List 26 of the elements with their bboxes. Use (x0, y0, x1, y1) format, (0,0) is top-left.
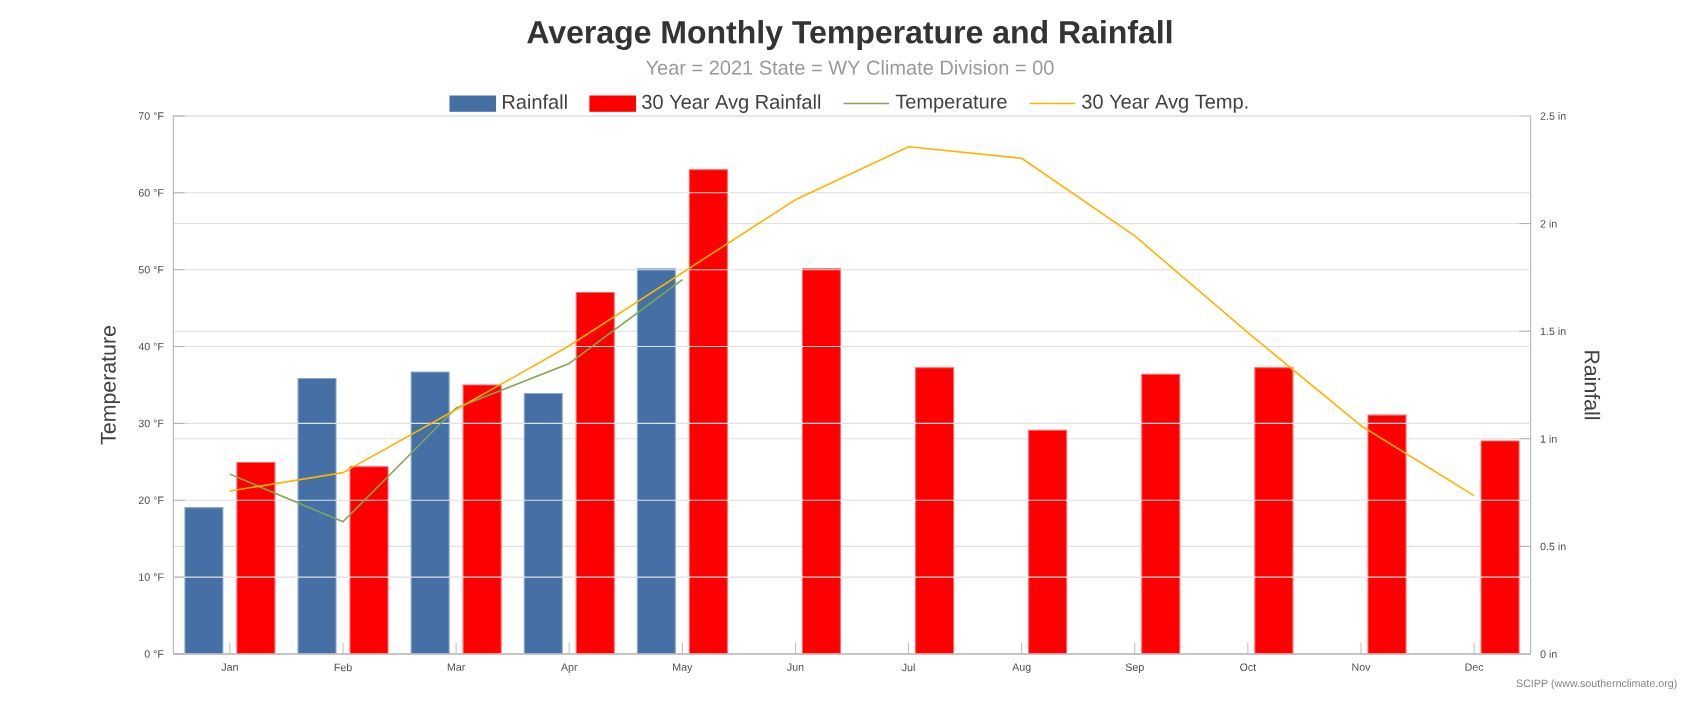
bar (410, 371, 450, 654)
y2-axis-title: Rainfall (1584, 351, 1601, 420)
y-axis-title: Temperature (100, 326, 121, 445)
bar (1480, 440, 1520, 654)
bar (462, 384, 502, 654)
legend-label: Temperature (895, 94, 1007, 113)
bar (801, 268, 841, 654)
bar (915, 367, 955, 654)
legend-label: 30 Year Avg Temp. (1082, 94, 1248, 113)
bar (236, 461, 276, 654)
bar (1254, 367, 1294, 654)
bar (636, 268, 676, 654)
bar (1367, 414, 1407, 654)
bar (1141, 373, 1181, 654)
bar (297, 377, 337, 654)
legend-label: Rainfall (503, 94, 567, 109)
bar (688, 169, 728, 654)
legend-label: 30 Year Avg Rainfall (642, 94, 821, 113)
bar (575, 291, 615, 654)
chart-title: Average Monthly Temperature and Rainfall (527, 20, 1172, 51)
bar (1028, 429, 1068, 654)
chart-subtitle: Year = 2021 State = WY Climate Division = 00 (646, 60, 1054, 75)
line-series (229, 278, 684, 523)
bar (523, 393, 563, 654)
bar (349, 466, 389, 654)
bar (184, 507, 224, 654)
